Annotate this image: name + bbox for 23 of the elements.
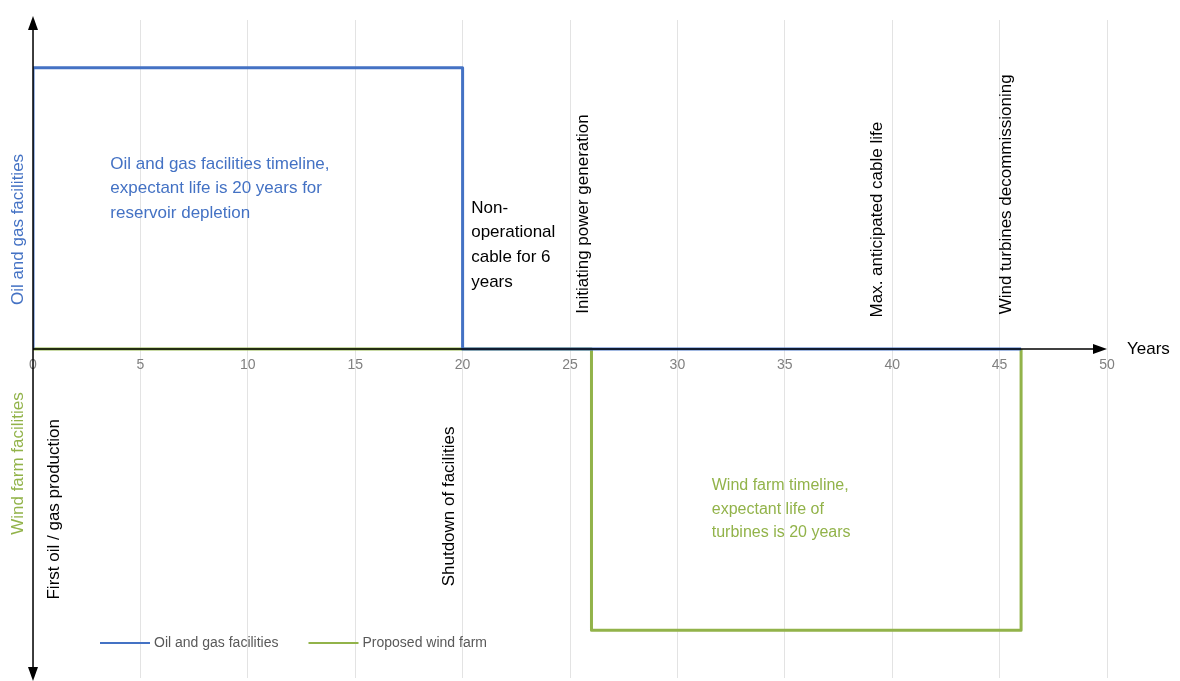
annotation: Non-operational cable for 6 years bbox=[471, 197, 556, 291]
legend-label: Oil and gas facilities bbox=[154, 633, 279, 650]
x-tick-label: 10 bbox=[240, 356, 256, 373]
y-axis-title: Oil and gas facilities bbox=[7, 153, 27, 306]
x-tick-label: 35 bbox=[777, 356, 793, 373]
annotation: Oil and gas facilities timeline, expectant life is 20 years for reservoir depletion bbox=[110, 153, 330, 223]
annotation: Wind farm timeline, expectant life of turbines is 20 years bbox=[711, 476, 851, 540]
annotation: First oil / gas production bbox=[44, 419, 64, 600]
annotation: Wind turbines decommissioning bbox=[995, 74, 1015, 315]
x-tick-label: 45 bbox=[991, 356, 1008, 373]
x-tick-label: 20 bbox=[454, 356, 471, 373]
x-tick-label: 15 bbox=[347, 356, 364, 373]
x-tick-label: 50 bbox=[1099, 356, 1115, 373]
annotation: Initiating power generation bbox=[572, 114, 592, 314]
x-tick-label: 30 bbox=[669, 356, 686, 373]
legend-label: Proposed wind farm bbox=[362, 633, 488, 650]
annotation: Shutdown of facilities bbox=[439, 426, 459, 587]
x-tick-label: 40 bbox=[884, 356, 901, 373]
text: Wind farm facilities bbox=[7, 392, 27, 535]
x-tick-label: 5 bbox=[136, 356, 145, 373]
x-tick-label: 25 bbox=[562, 356, 578, 373]
annotation: Max. anticipated cable life bbox=[866, 121, 886, 318]
x-axis-title: Years bbox=[1127, 338, 1170, 358]
